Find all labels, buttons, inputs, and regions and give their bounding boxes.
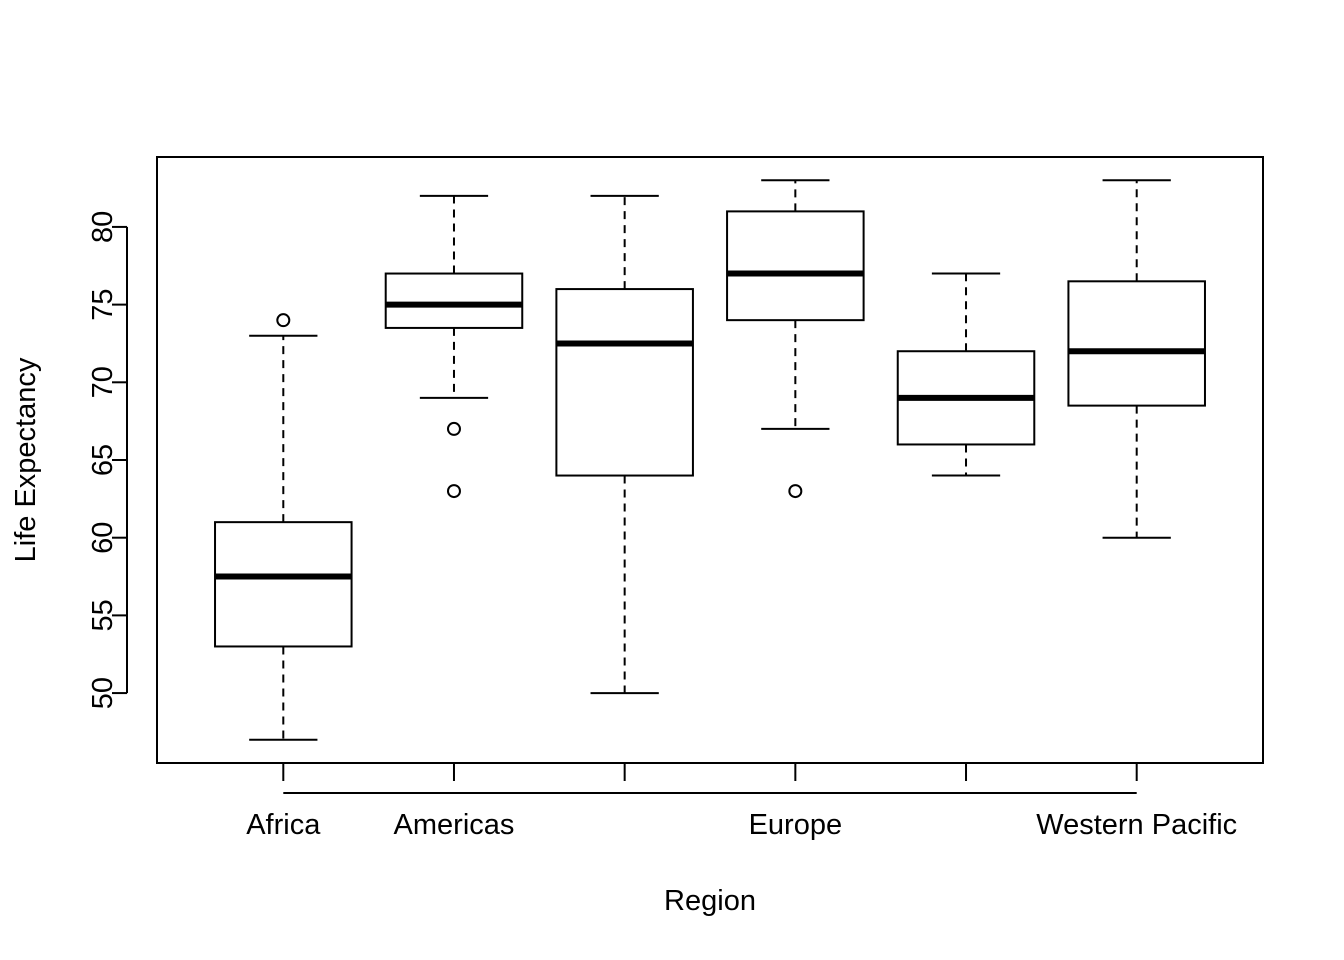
x-tick-label: Western Pacific — [1036, 809, 1237, 841]
x-tick-label: Europe — [749, 809, 843, 841]
box-group-1 — [214, 313, 353, 741]
box-group-5 — [896, 272, 1036, 477]
outlier-point — [788, 484, 803, 499]
x-axis: Africa Americas Europe Western Pacific — [246, 763, 1237, 841]
outlier-point — [446, 421, 461, 436]
y-tick-label: 70 — [87, 366, 119, 398]
iqr-box — [214, 521, 353, 648]
box-group-4 — [726, 179, 865, 499]
outlier-point — [446, 484, 461, 499]
box-group-2 — [384, 194, 524, 499]
x-axis-label: Region — [664, 885, 756, 917]
iqr-box — [1067, 280, 1206, 407]
y-tick-label: 65 — [87, 444, 119, 476]
iqr-box — [384, 272, 524, 329]
y-tick-label: 80 — [87, 211, 119, 243]
y-tick-label: 55 — [87, 599, 119, 631]
y-tick-label: 75 — [87, 288, 119, 320]
outlier-point — [276, 313, 291, 328]
iqr-box — [726, 210, 865, 322]
y-tick-label: 60 — [87, 522, 119, 554]
x-tick-label: Americas — [394, 809, 515, 841]
y-axis: 50 55 60 65 70 75 80 — [87, 211, 128, 709]
x-tick-label: Africa — [246, 809, 321, 841]
y-tick-label: 50 — [87, 677, 119, 709]
y-axis-label: Life Expectancy — [10, 357, 42, 562]
boxes-layer — [214, 179, 1206, 741]
box-group-6 — [1067, 179, 1206, 539]
iqr-box — [555, 288, 694, 477]
box-group-3 — [555, 194, 694, 695]
plot-frame — [156, 156, 1264, 764]
